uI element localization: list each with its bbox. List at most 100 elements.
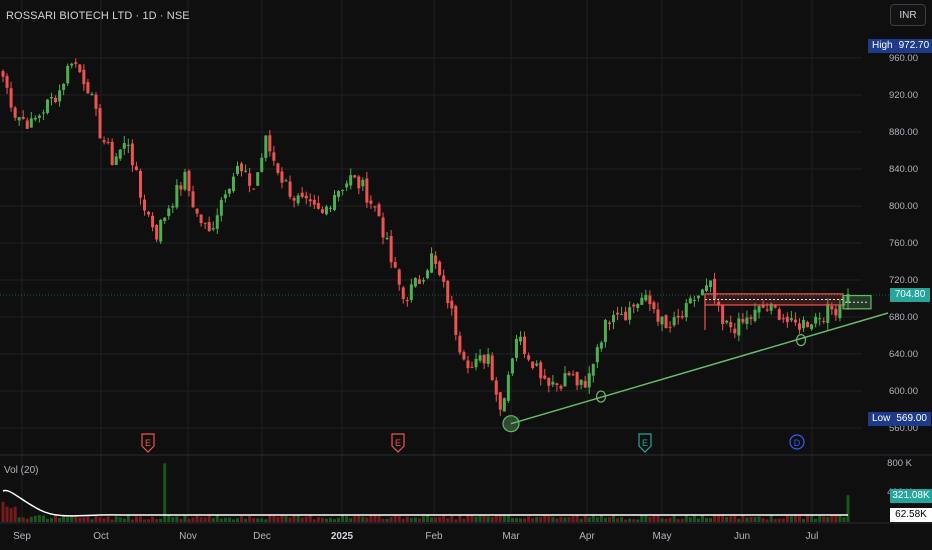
- x-tick-label: Jun: [734, 531, 750, 542]
- candle-body: [514, 338, 518, 358]
- candle-body: [741, 319, 745, 323]
- volume-ma-tag: 62.58K: [890, 508, 932, 522]
- volume-bar: [393, 515, 397, 522]
- candle-body: [547, 377, 551, 386]
- candle-body: [231, 176, 235, 192]
- volume-bar: [442, 515, 446, 522]
- candle-body: [235, 165, 239, 174]
- volume-bar: [191, 517, 195, 522]
- dividend-circle: [789, 434, 805, 450]
- candle-body: [171, 206, 175, 208]
- volume-bar: [207, 514, 211, 522]
- symbol-title[interactable]: ROSSARI BIOTECH LTD · 1D · NSE: [6, 10, 190, 22]
- volume-bar: [179, 518, 183, 522]
- volume-bar: [106, 516, 110, 522]
- candle-body: [502, 398, 506, 412]
- candle-body: [369, 200, 373, 204]
- candle-body: [260, 157, 264, 172]
- earnings-badge: [141, 433, 155, 453]
- volume-bar: [470, 515, 474, 522]
- currency-button[interactable]: INR: [890, 4, 926, 26]
- candle-body: [769, 303, 773, 311]
- candle-body: [147, 211, 151, 215]
- volume-bar: [292, 514, 296, 522]
- candle-body: [656, 309, 660, 322]
- candle-body: [757, 306, 761, 313]
- candle-body: [393, 262, 397, 268]
- candle-body: [838, 305, 842, 319]
- volume-bar: [846, 495, 850, 522]
- volume-bar: [78, 517, 82, 522]
- candle-body: [737, 318, 741, 336]
- candle-body: [300, 192, 304, 197]
- candle-body: [159, 219, 163, 242]
- volume-bar: [328, 517, 332, 522]
- volume-bar: [426, 514, 430, 522]
- y-tick-label: 600.00: [889, 386, 918, 397]
- volume-bar: [231, 519, 235, 522]
- earnings-marker: E: [141, 433, 155, 453]
- candle-body: [490, 355, 494, 380]
- volume-bar: [514, 518, 518, 522]
- trendline-touch-point: [795, 334, 807, 347]
- volume-bar: [90, 519, 94, 522]
- volume-bar: [300, 517, 304, 522]
- candle-body: [324, 206, 328, 215]
- candle-body: [167, 208, 171, 216]
- candle-body: [834, 308, 838, 316]
- volume-bar: [333, 519, 337, 522]
- volume-bar: [187, 518, 191, 522]
- candle-body: [478, 355, 482, 361]
- candle-body: [98, 108, 102, 139]
- candle-body: [29, 118, 33, 128]
- volume-bar: [757, 516, 761, 522]
- candle-body: [765, 309, 769, 311]
- candle-body: [106, 142, 110, 144]
- volume-bar: [151, 516, 155, 522]
- candle-body: [587, 373, 591, 388]
- volume-bar: [595, 517, 599, 522]
- event-letter: E: [395, 438, 401, 448]
- candle-body: [458, 335, 462, 353]
- volume-bar: [510, 518, 514, 522]
- volume-bar: [607, 517, 611, 522]
- x-tick-label: Sep: [13, 531, 31, 542]
- candle-body: [54, 97, 58, 103]
- volume-bar: [430, 517, 434, 522]
- candle-body: [17, 117, 21, 121]
- volume-bar: [458, 515, 462, 522]
- candle-body: [252, 188, 256, 190]
- volume-bar: [401, 518, 405, 522]
- candle-body: [583, 381, 587, 388]
- volume-bar: [616, 518, 620, 522]
- candle-body: [179, 185, 183, 190]
- volume-bar: [114, 516, 118, 522]
- volume-bar: [167, 515, 171, 522]
- volume-bar: [704, 518, 708, 522]
- high-tag: High 972.70: [868, 39, 932, 53]
- candle-body: [13, 107, 17, 118]
- candle-body: [9, 88, 13, 108]
- candle-body: [826, 303, 830, 323]
- volume-bar: [159, 518, 163, 522]
- volume-bar: [684, 515, 688, 522]
- volume-bar: [373, 514, 377, 522]
- candle-body: [761, 304, 765, 308]
- candle-body: [45, 99, 49, 113]
- candle-body: [660, 316, 664, 325]
- volume-bar: [175, 516, 179, 522]
- candle-body: [122, 143, 126, 149]
- candle-body: [745, 317, 749, 324]
- candle-body: [90, 93, 94, 95]
- volume-bar: [446, 518, 450, 522]
- volume-bar: [316, 517, 320, 522]
- candle-body: [37, 115, 41, 118]
- volume-bar: [203, 517, 207, 522]
- volume-bar: [696, 518, 700, 522]
- volume-label[interactable]: Vol (20): [4, 465, 39, 476]
- candle-body: [155, 224, 159, 240]
- candle-body: [729, 322, 733, 328]
- volume-bar: [555, 518, 559, 522]
- event-letter: D: [794, 438, 801, 448]
